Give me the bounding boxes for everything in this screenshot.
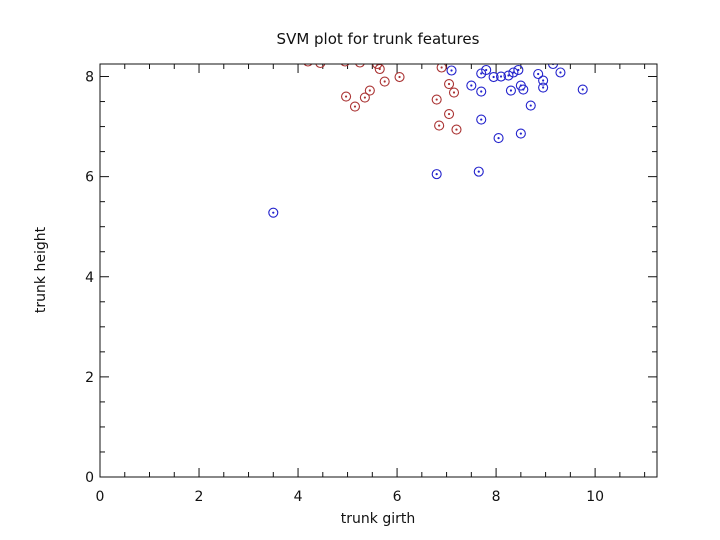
data-point-class-b (525, 100, 536, 111)
data-point-class-b (268, 207, 279, 218)
x-tick-label: 0 (96, 489, 105, 505)
data-point-class-a (341, 91, 352, 102)
data-point-class-a (349, 101, 361, 112)
x-tick-label: 8 (492, 489, 501, 505)
data-point-class-a (394, 71, 405, 83)
data-point-class-b (577, 84, 588, 95)
data-point-class-b (533, 68, 544, 80)
data-point-class-a (364, 85, 375, 96)
data-point-class-a (374, 64, 385, 75)
data-point-class-b (518, 84, 529, 95)
data-point-class-b (515, 128, 526, 139)
y-tick-label: 4 (85, 270, 94, 286)
data-point-class-a (434, 120, 445, 131)
chart-title: SVM plot for trunk features (277, 30, 480, 48)
data-point-class-b (476, 114, 487, 125)
data-point-class-b (538, 75, 549, 86)
y-tick-label: 0 (85, 470, 94, 486)
plot-frame (99, 63, 658, 478)
data-point-class-a (340, 64, 350, 67)
data-point-class-b (466, 80, 477, 91)
data-point-class-a (448, 87, 460, 98)
data-point-class-a (355, 64, 365, 68)
data-point-class-b (513, 64, 524, 76)
y-tick-label: 6 (85, 170, 94, 186)
data-points (268, 64, 588, 218)
data-point-class-b (505, 85, 516, 96)
data-point-class-a (451, 124, 462, 135)
x-tick-label: 2 (195, 489, 204, 505)
data-point-class-b (495, 71, 507, 82)
data-point-class-b (538, 82, 549, 93)
x-tick-label: 4 (294, 489, 303, 505)
x-axis-label: trunk girth (341, 511, 415, 527)
y-axis-label: trunk height (33, 226, 49, 313)
data-point-class-a (444, 78, 455, 90)
data-point-class-b (488, 71, 499, 83)
x-tick-label: 10 (586, 489, 604, 505)
data-point-class-a (431, 94, 442, 105)
data-point-class-b (481, 64, 492, 76)
data-point-class-b (473, 166, 484, 177)
data-point-class-a (444, 109, 455, 120)
tick-labels: 0 2 4 6 8 10 0 2 4 6 8 (85, 70, 604, 505)
data-point-class-a (315, 64, 326, 69)
data-point-class-b (476, 68, 487, 79)
data-point-class-b (493, 133, 504, 144)
data-point-class-b (476, 86, 487, 97)
data-point-class-b (431, 169, 442, 180)
data-point-class-b (446, 65, 457, 76)
data-point-class-a (359, 92, 370, 103)
data-point-class-a (379, 76, 390, 87)
data-point-class-a (436, 64, 447, 73)
y-tick-label: 2 (85, 370, 94, 386)
y-tick-label: 8 (85, 70, 94, 86)
data-point-class-b (555, 67, 566, 78)
data-point-class-a (303, 64, 313, 67)
x-tick-label: 6 (393, 489, 402, 505)
axis-ticks (99, 64, 657, 478)
